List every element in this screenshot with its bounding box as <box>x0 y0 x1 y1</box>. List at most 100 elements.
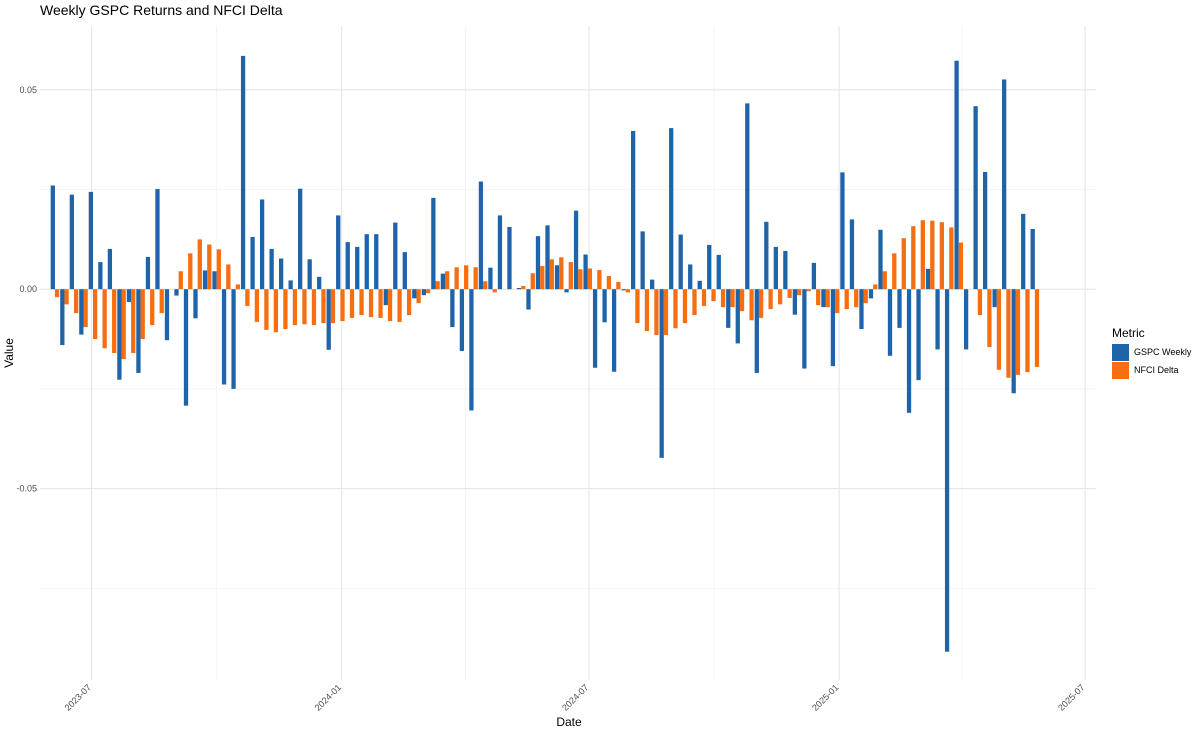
bar-gspc-weekly <box>516 287 522 290</box>
bar-nfci-delta <box>216 249 221 290</box>
bar-nfci-delta <box>445 271 450 290</box>
bar-gspc-weekly <box>374 234 379 290</box>
bar-gspc-weekly <box>488 267 493 290</box>
bar-gspc-weekly <box>554 265 560 290</box>
bar-nfci-delta <box>397 289 402 322</box>
bar-nfci-delta <box>720 289 726 308</box>
bar-nfci-delta <box>311 289 317 326</box>
bar-nfci-delta <box>616 282 621 290</box>
bar-nfci-delta <box>112 289 117 353</box>
bar-gspc-weekly <box>221 289 227 385</box>
bar-nfci-delta <box>777 289 783 305</box>
bar-nfci-delta <box>521 286 526 290</box>
bar-nfci-delta <box>797 289 802 296</box>
bar-gspc-weekly <box>963 289 969 350</box>
bar-gspc-weekly <box>497 215 503 290</box>
bar-gspc-weekly <box>783 250 788 290</box>
bar-gspc-weekly <box>450 289 455 328</box>
bar-nfci-delta <box>83 289 88 328</box>
bar-nfci-delta <box>949 227 954 290</box>
bar-nfci-delta <box>140 289 145 340</box>
bar-gspc-weekly <box>868 289 874 299</box>
x-axis-title: Date <box>556 715 582 729</box>
bar-gspc-weekly <box>259 199 265 290</box>
bar-gspc-weekly <box>288 280 293 290</box>
bars <box>50 55 1040 652</box>
bar-nfci-delta <box>958 242 964 290</box>
bar-nfci-delta <box>739 289 745 312</box>
bar-gspc-weekly <box>707 244 712 290</box>
bar-nfci-delta <box>768 289 773 310</box>
bar-gspc-weekly <box>145 256 151 290</box>
bar-gspc-weekly <box>678 234 683 290</box>
bar-nfci-delta <box>302 289 307 325</box>
bar-nfci-delta <box>264 289 269 330</box>
grid <box>40 26 1096 680</box>
bar-nfci-delta <box>1034 289 1040 367</box>
bar-gspc-weekly <box>1030 228 1035 290</box>
bar-nfci-delta <box>787 289 792 298</box>
bar-gspc-weekly <box>887 289 893 356</box>
bar-gspc-weekly <box>897 289 902 328</box>
legend-label-nfci-delta: NFCI Delta <box>1134 365 1179 375</box>
bar-nfci-delta <box>473 267 478 290</box>
bar-nfci-delta <box>901 238 906 290</box>
bar-nfci-delta <box>1025 289 1030 373</box>
bar-gspc-weekly <box>164 289 170 341</box>
bar-nfci-delta <box>54 289 60 298</box>
bar-gspc-weekly <box>431 197 436 290</box>
bar-nfci-delta <box>93 289 98 340</box>
bar-gspc-weekly <box>878 229 883 290</box>
x-tick-label: 2023-07 <box>63 682 93 712</box>
bar-nfci-delta <box>435 281 440 290</box>
bar-nfci-delta <box>939 222 944 290</box>
bar-nfci-delta <box>387 289 393 322</box>
bar-gspc-weekly <box>250 236 255 290</box>
bar-gspc-weekly <box>545 225 550 290</box>
bar-gspc-weekly <box>402 252 407 290</box>
bar-nfci-delta <box>359 289 364 316</box>
bar-gspc-weekly <box>1021 213 1026 290</box>
bar-nfci-delta <box>207 244 212 290</box>
bar-gspc-weekly <box>735 289 740 344</box>
bar-gspc-weekly <box>583 254 588 290</box>
bar-nfci-delta <box>568 262 573 290</box>
x-tick-label: 2025-07 <box>1056 682 1086 712</box>
bar-gspc-weekly <box>202 270 208 290</box>
bar-gspc-weekly <box>573 210 579 290</box>
x-tick-label: 2024-07 <box>560 682 590 712</box>
bar-nfci-delta <box>911 226 916 290</box>
bar-nfci-delta <box>188 253 193 290</box>
bar-gspc-weekly <box>212 271 217 290</box>
bar-nfci-delta <box>178 271 183 290</box>
bar-gspc-weekly <box>821 289 826 308</box>
bar-gspc-weekly <box>60 289 65 346</box>
legend-label-gspc-weekly: GSPC Weekly <box>1134 347 1192 357</box>
bar-nfci-delta <box>540 266 545 290</box>
x-tick-label: 2025-01 <box>810 682 840 712</box>
bar-gspc-weekly <box>935 289 940 350</box>
bar-nfci-delta <box>749 289 754 321</box>
bar-gspc-weekly <box>764 221 769 290</box>
bar-gspc-weekly <box>944 289 950 652</box>
bar-gspc-weekly <box>155 189 160 290</box>
bar-gspc-weekly <box>602 289 607 323</box>
bar-nfci-delta <box>416 289 421 304</box>
bar-nfci-delta <box>102 289 107 349</box>
bar-nfci-delta <box>863 289 868 304</box>
bar-nfci-delta <box>254 289 260 322</box>
bar-nfci-delta <box>825 289 830 308</box>
bar-nfci-delta <box>150 289 155 326</box>
bar-gspc-weekly <box>88 191 94 290</box>
bar-nfci-delta <box>368 289 374 318</box>
bar-gspc-weekly <box>973 106 978 290</box>
bar-gspc-weekly <box>421 289 426 296</box>
bar-nfci-delta <box>464 265 469 290</box>
bar-gspc-weekly <box>269 248 274 290</box>
bar-gspc-weekly <box>859 289 864 330</box>
bar-nfci-delta <box>121 289 126 359</box>
bar-nfci-delta <box>530 273 535 290</box>
chart-title: Weekly GSPC Returns and NFCI Delta <box>40 2 283 18</box>
bar-gspc-weekly <box>507 226 512 290</box>
bar-nfci-delta <box>606 276 612 290</box>
